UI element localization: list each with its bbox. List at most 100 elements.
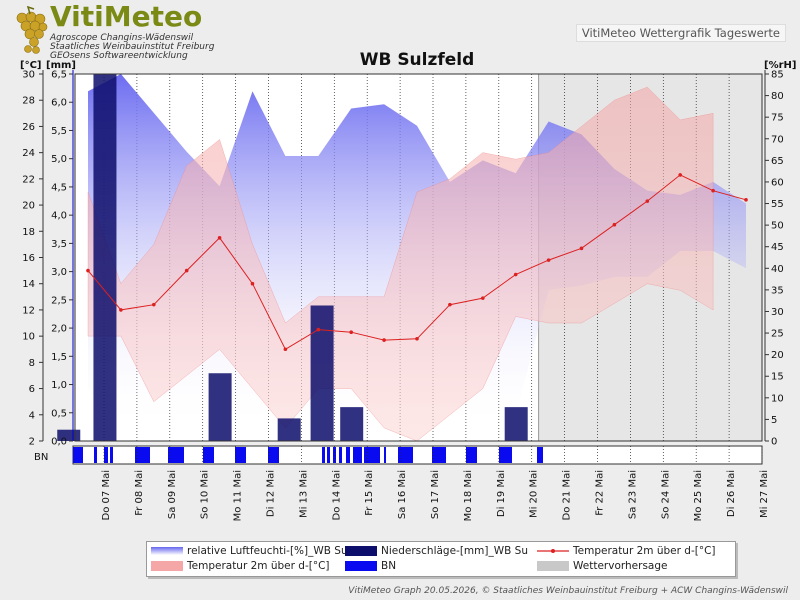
temperature-point	[152, 302, 156, 307]
humidity-tick-label: 40	[771, 264, 784, 275]
legend-label-bn: BN	[381, 560, 397, 572]
precip-tick-label: 4,0	[51, 211, 67, 222]
temperature-point	[546, 258, 551, 262]
x-tick-label: Mi 27 Mai	[759, 470, 770, 518]
x-tick-label: Mo 25 Mai	[693, 470, 704, 521]
humidity-tick-label: 25	[771, 329, 784, 340]
humidity-tick-label: 60	[771, 177, 784, 188]
x-tick-label: Mo 18 Mai	[463, 470, 474, 521]
bn-segment	[73, 447, 83, 463]
bn-segment	[499, 447, 512, 463]
temp-tick-label: 14	[22, 279, 35, 290]
temp-tick-label: 6	[29, 384, 35, 395]
bn-segment	[353, 447, 362, 463]
temperature-point	[579, 246, 584, 251]
temperature-point	[349, 330, 354, 335]
legend-swatch-temp-band	[151, 561, 183, 571]
temperature-point	[217, 236, 222, 240]
temp-tick-label: 18	[22, 227, 35, 238]
precip-tick-label: 1,0	[51, 380, 67, 391]
humidity-tick-label: 50	[771, 221, 784, 232]
humidity-tick-label: 35	[771, 285, 784, 296]
humidity-tick-label: 30	[771, 307, 784, 318]
temperature-point	[645, 199, 650, 203]
humidity-tick-label: 70	[771, 134, 784, 145]
x-tick-label: Fr 15 Mai	[364, 470, 375, 516]
temperature-point	[382, 338, 386, 342]
x-tick-label: So 10 Mai	[200, 470, 211, 519]
precip-tick-label: 6,5	[51, 70, 67, 81]
precip-tick-label: 3,0	[51, 267, 67, 278]
logo-line-1: Agroscope Changins-Wädenswil	[50, 33, 194, 43]
x-tick-label: Sa 23 Mai	[627, 470, 638, 519]
precip-bar	[93, 74, 117, 441]
bn-segment	[327, 447, 330, 463]
x-tick-label: Di 12 Mai	[266, 470, 277, 517]
legend-swatch-bn	[345, 561, 377, 571]
humidity-tick-label: 75	[771, 113, 784, 124]
legend-swatch-precip	[345, 546, 377, 556]
humidity-tick-label: 65	[771, 156, 784, 167]
temperature-band	[87, 86, 714, 442]
temperature-point	[250, 281, 255, 286]
temperature-point	[119, 308, 123, 312]
logo-line-2: Staatliches Weinbauinstitut Freiburg	[50, 42, 215, 52]
precip-bar	[277, 418, 301, 441]
temperature-point	[316, 327, 321, 332]
legend-item-precip: Niederschläge-[mm]_WB Su	[345, 545, 528, 557]
bn-label: BN	[34, 452, 48, 463]
x-tick-label: Fr 22 Mai	[595, 470, 606, 516]
precip-bar	[208, 373, 232, 441]
legend-swatch-forecast	[537, 561, 569, 571]
humidity-tick-label: 15	[771, 372, 784, 383]
bn-segment	[235, 447, 246, 463]
temperature-point	[513, 272, 518, 277]
x-tick-label: Mo 11 Mai	[233, 470, 244, 521]
x-tick-label: So 17 Mai	[430, 470, 441, 519]
temperature-point	[678, 173, 682, 177]
x-tick-label: Do 07 Mai	[101, 470, 112, 520]
temp-tick-label: 28	[22, 96, 35, 107]
bn-segment	[110, 447, 113, 463]
x-tick-label: Di 26 Mai	[726, 470, 737, 517]
precip-tick-label: 5,5	[51, 126, 67, 137]
temp-tick-label: 16	[22, 253, 35, 264]
precip-tick-label: 4,5	[51, 182, 67, 193]
legend-label-humidity: relative Luftfeuchti-[%]_WB Su	[187, 545, 348, 557]
bn-segment	[168, 447, 184, 463]
temp-tick-label: 20	[22, 201, 35, 212]
precip-tick-label: 0,5	[51, 408, 67, 419]
temperature-point	[448, 302, 452, 307]
temp-tick-label: 26	[22, 122, 35, 133]
logo-line-3: GEOsens Softwareentwicklung	[50, 51, 188, 61]
logo-name: VitiMeteo	[50, 0, 203, 33]
legend-label-precip: Niederschläge-[mm]_WB Su	[381, 545, 528, 557]
footer-copyright: VitiMeteo Graph 20.05.2026, © Staatliche…	[348, 586, 788, 596]
temperature-point	[415, 336, 419, 341]
temperature-point	[711, 188, 715, 193]
legend-item-temp-band: Temperatur 2m über d-[°C]	[151, 560, 330, 572]
precip-bar	[310, 305, 334, 441]
temp-tick-label: 30	[22, 70, 35, 81]
bn-segment	[203, 447, 214, 463]
grape-logo-icon	[16, 6, 48, 54]
precip-tick-label: 0,0	[51, 437, 67, 448]
humidity-tick-label: 0	[771, 437, 777, 448]
temp-tick-label: 10	[22, 332, 35, 343]
temperature-point	[184, 268, 189, 273]
precip-bar	[504, 407, 528, 441]
x-tick-label: Mi 20 Mai	[529, 470, 540, 518]
temperature-point	[481, 296, 485, 300]
precip-tick-label: 2,0	[51, 324, 67, 335]
bn-segment	[268, 447, 279, 463]
bn-segment	[398, 447, 413, 463]
bn-segment	[339, 447, 342, 463]
bn-segment	[104, 447, 108, 463]
bn-segment	[384, 447, 386, 463]
humidity-tick-label: 10	[771, 393, 784, 404]
legend-swatch-humidity	[151, 547, 183, 555]
temperature-point	[283, 347, 288, 352]
humidity-tick-label: 80	[771, 91, 784, 102]
bn-segment	[537, 447, 543, 463]
